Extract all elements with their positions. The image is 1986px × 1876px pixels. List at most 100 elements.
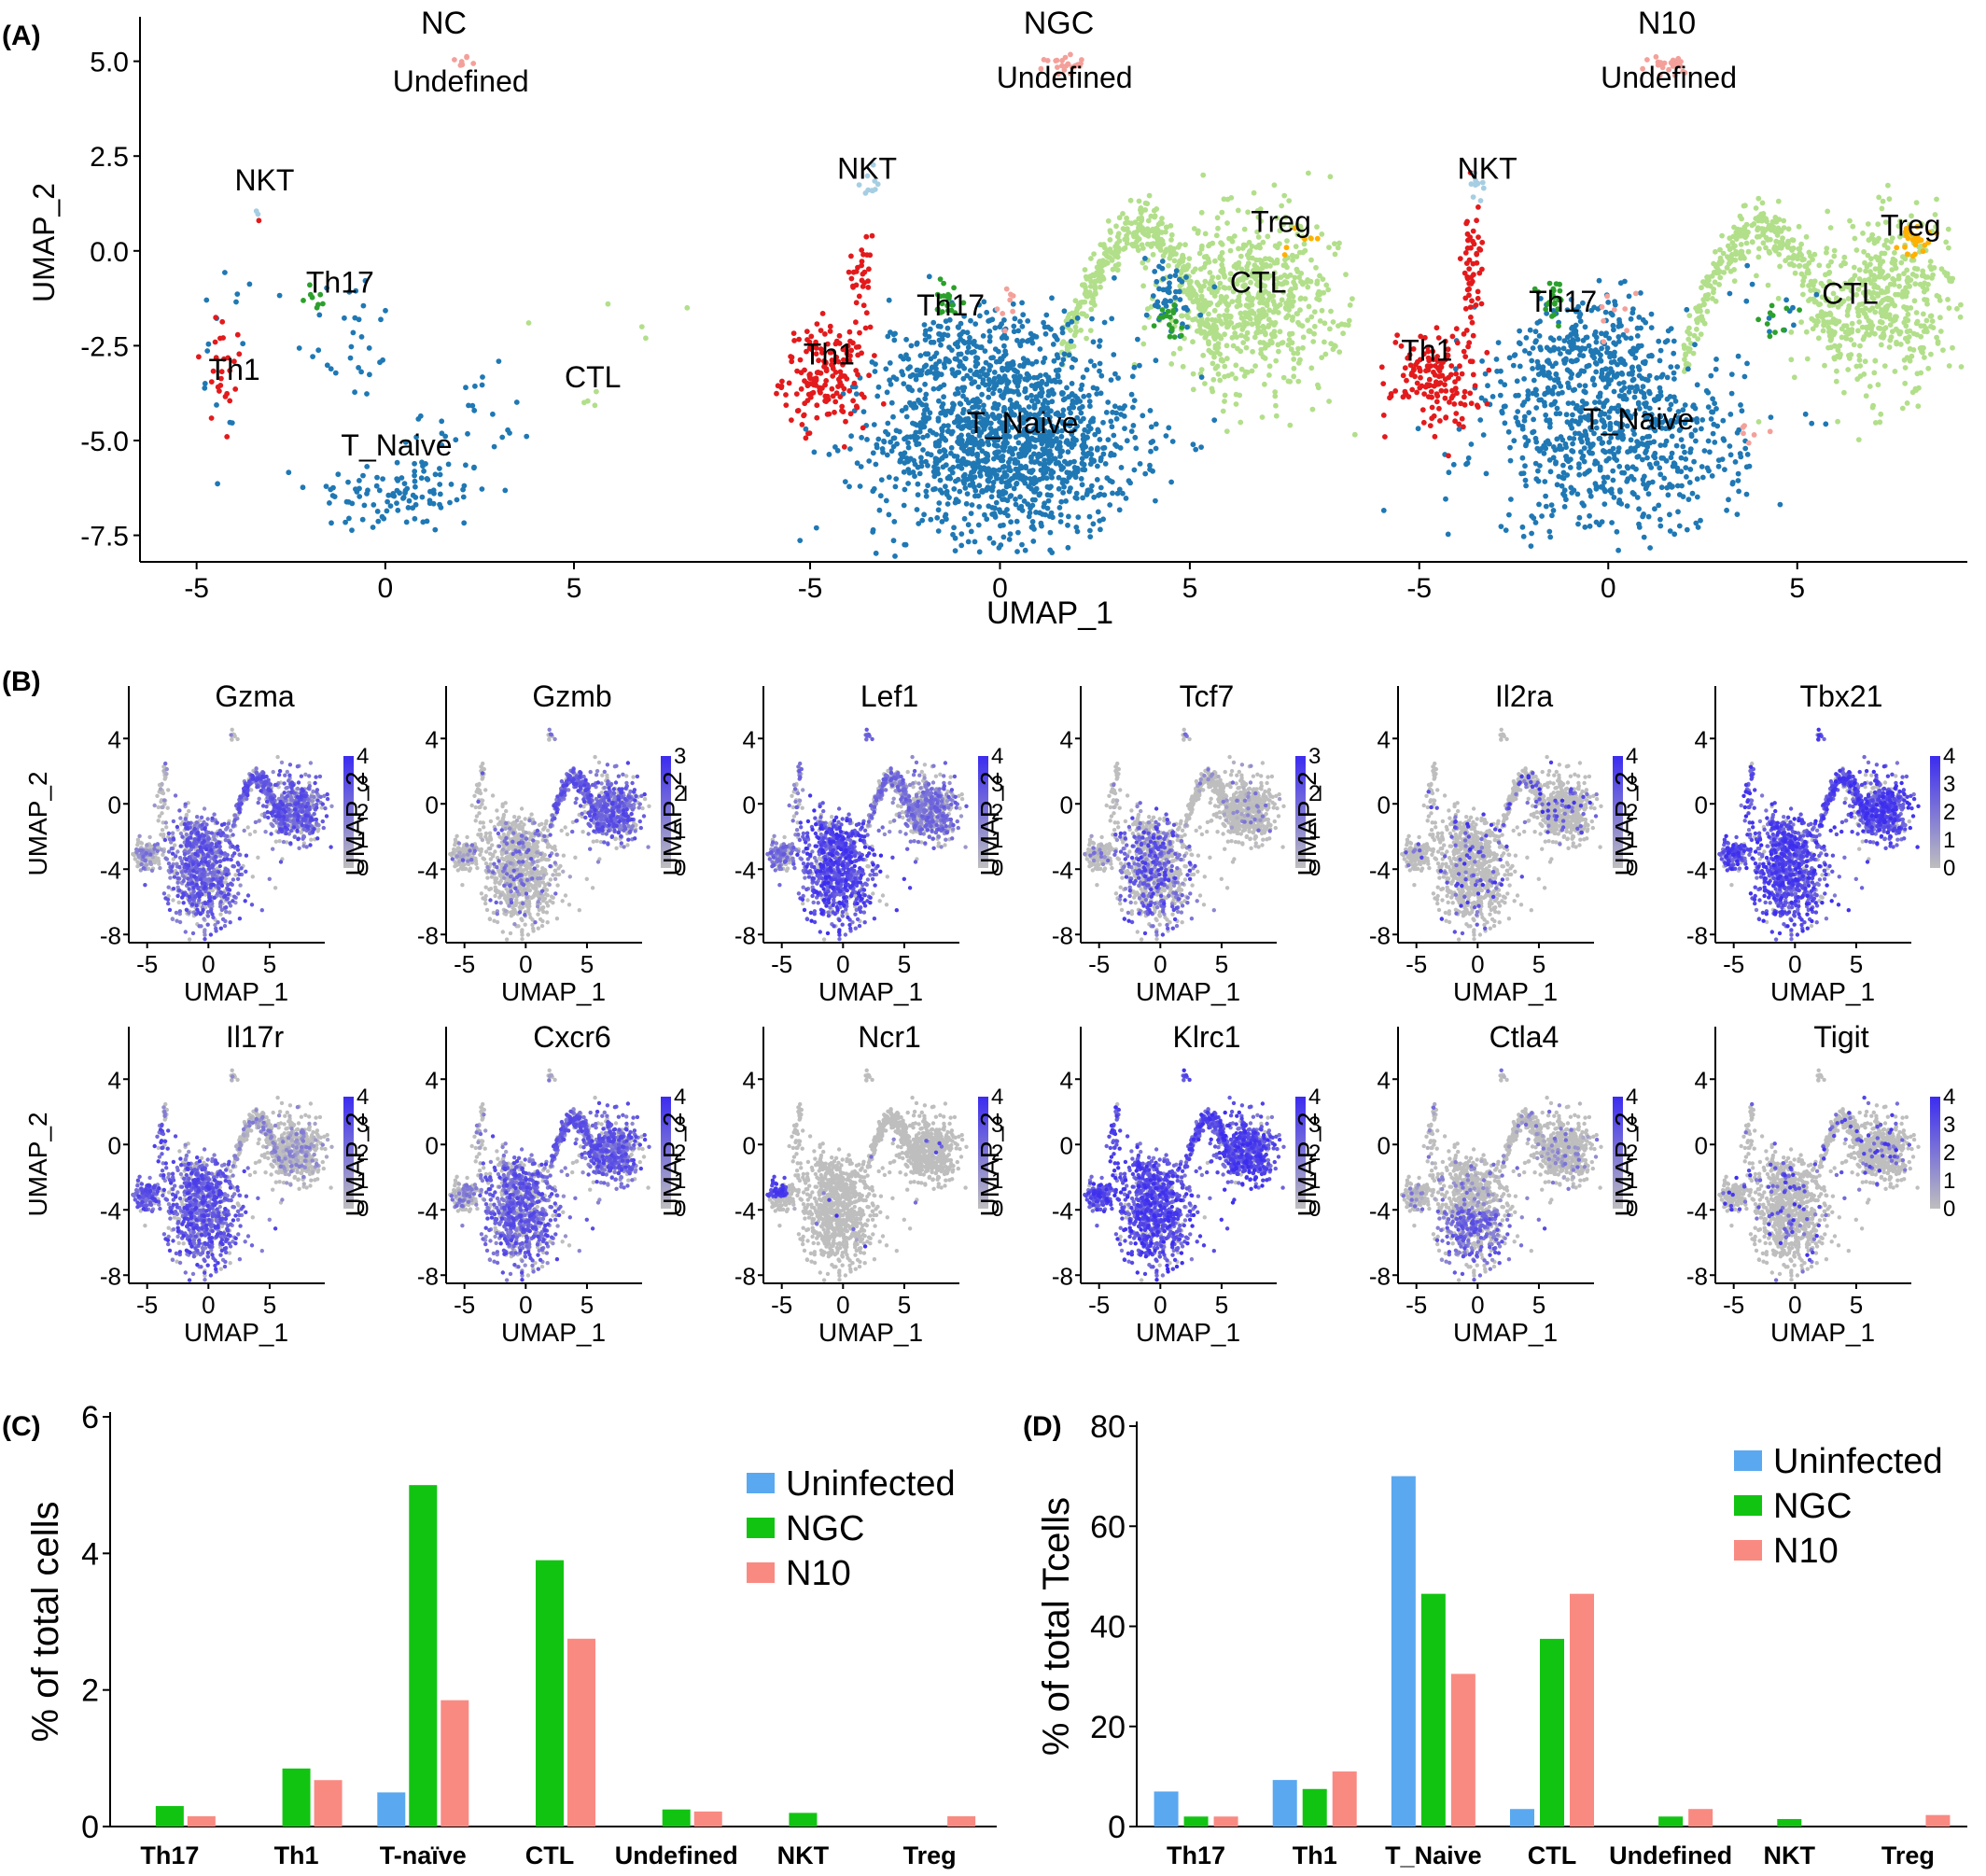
cell-point — [1685, 366, 1691, 371]
cell-point — [1057, 454, 1063, 459]
cell-point — [1272, 394, 1278, 399]
cell-point — [1416, 426, 1421, 431]
cell-point — [1856, 313, 1862, 318]
cell-point — [1155, 236, 1161, 242]
cell-point — [950, 401, 956, 407]
cell-point — [1120, 406, 1126, 412]
cell-point — [1594, 520, 1600, 525]
cell-point — [1682, 450, 1687, 455]
cell-point — [847, 446, 853, 452]
cell-point — [1012, 486, 1017, 492]
cell-point — [1565, 419, 1571, 425]
cell-point — [1113, 411, 1119, 416]
cell-point — [904, 455, 910, 461]
cell-point — [1302, 242, 1308, 247]
cell-point — [1571, 387, 1576, 393]
cell-point — [1115, 375, 1121, 381]
cell-point — [1761, 240, 1767, 245]
cell-point — [1756, 419, 1762, 425]
cell-point — [1316, 385, 1322, 390]
cell-point — [1677, 524, 1683, 529]
cell-point — [881, 439, 887, 444]
cell-point — [490, 412, 496, 417]
cell-point — [837, 394, 843, 399]
cell-point — [1161, 253, 1167, 259]
cell-point — [936, 507, 942, 512]
cell-point — [1032, 475, 1038, 481]
cell-point — [1894, 315, 1899, 320]
cell-point — [1056, 355, 1061, 360]
cell-point — [1709, 416, 1714, 422]
cell-point — [1108, 419, 1113, 425]
cell-point — [1084, 274, 1089, 280]
cell-point — [1310, 407, 1316, 413]
cell-point — [1234, 401, 1239, 407]
cell-point — [346, 516, 352, 522]
cell-point — [335, 471, 341, 477]
cell-point — [859, 464, 864, 469]
cell-point — [1713, 367, 1719, 372]
cell-point — [1508, 497, 1514, 502]
cell-point — [892, 553, 898, 559]
cell-point — [854, 391, 860, 397]
cell-point — [1771, 246, 1777, 252]
cell-point — [1274, 413, 1280, 419]
cell-point — [912, 473, 917, 479]
cell-point — [1698, 308, 1703, 314]
cell-point — [420, 495, 426, 500]
cell-point — [342, 315, 347, 321]
cell-point — [1173, 251, 1179, 257]
cell-point — [1786, 226, 1792, 231]
cell-point — [1123, 220, 1128, 226]
cell-point — [330, 493, 336, 498]
cell-point — [1506, 429, 1512, 435]
cell-point — [1086, 393, 1092, 399]
cell-point — [986, 363, 992, 369]
cell-point — [776, 383, 781, 388]
cell-point — [1451, 462, 1457, 468]
cell-point — [993, 450, 999, 455]
cell-point — [945, 357, 951, 363]
cell-point — [986, 478, 991, 483]
cell-point — [986, 395, 991, 400]
cell-point — [861, 280, 867, 286]
cell-point — [1137, 199, 1142, 204]
cell-point — [1057, 505, 1063, 511]
cell-point — [480, 486, 485, 492]
cell-point — [419, 475, 425, 481]
cell-point — [1918, 334, 1923, 340]
cell-point — [1164, 225, 1169, 231]
cell-point — [1930, 318, 1936, 324]
cell-point — [923, 489, 929, 495]
cell-point — [1172, 295, 1178, 301]
cell-point — [1898, 260, 1904, 266]
cell-point — [1592, 382, 1598, 387]
cell-point — [1827, 311, 1833, 316]
cell-point — [345, 480, 351, 485]
cell-point — [975, 356, 981, 361]
cell-point — [1170, 439, 1176, 444]
cell-point — [1229, 371, 1235, 377]
cell-point — [1223, 393, 1228, 399]
cell-point — [1777, 264, 1783, 270]
cell-point — [922, 322, 928, 328]
cell-point — [1312, 324, 1318, 329]
cell-point — [1000, 497, 1005, 502]
cell-point — [931, 473, 937, 479]
cell-point — [902, 503, 907, 509]
cell-point — [1235, 323, 1240, 329]
cell-point — [1152, 269, 1157, 274]
cell-point — [1312, 309, 1318, 315]
cell-point — [989, 316, 995, 322]
cell-point — [915, 368, 920, 373]
cell-point — [1867, 269, 1873, 274]
cell-point — [906, 445, 912, 451]
cluster-label: Th17 — [916, 288, 985, 322]
cell-point — [1856, 353, 1862, 358]
cell-point — [1889, 297, 1895, 302]
cell-point — [1247, 250, 1252, 256]
cell-point — [1950, 345, 1955, 351]
cell-point — [1867, 384, 1873, 389]
cell-point — [1624, 397, 1629, 402]
cell-point — [1281, 193, 1287, 199]
